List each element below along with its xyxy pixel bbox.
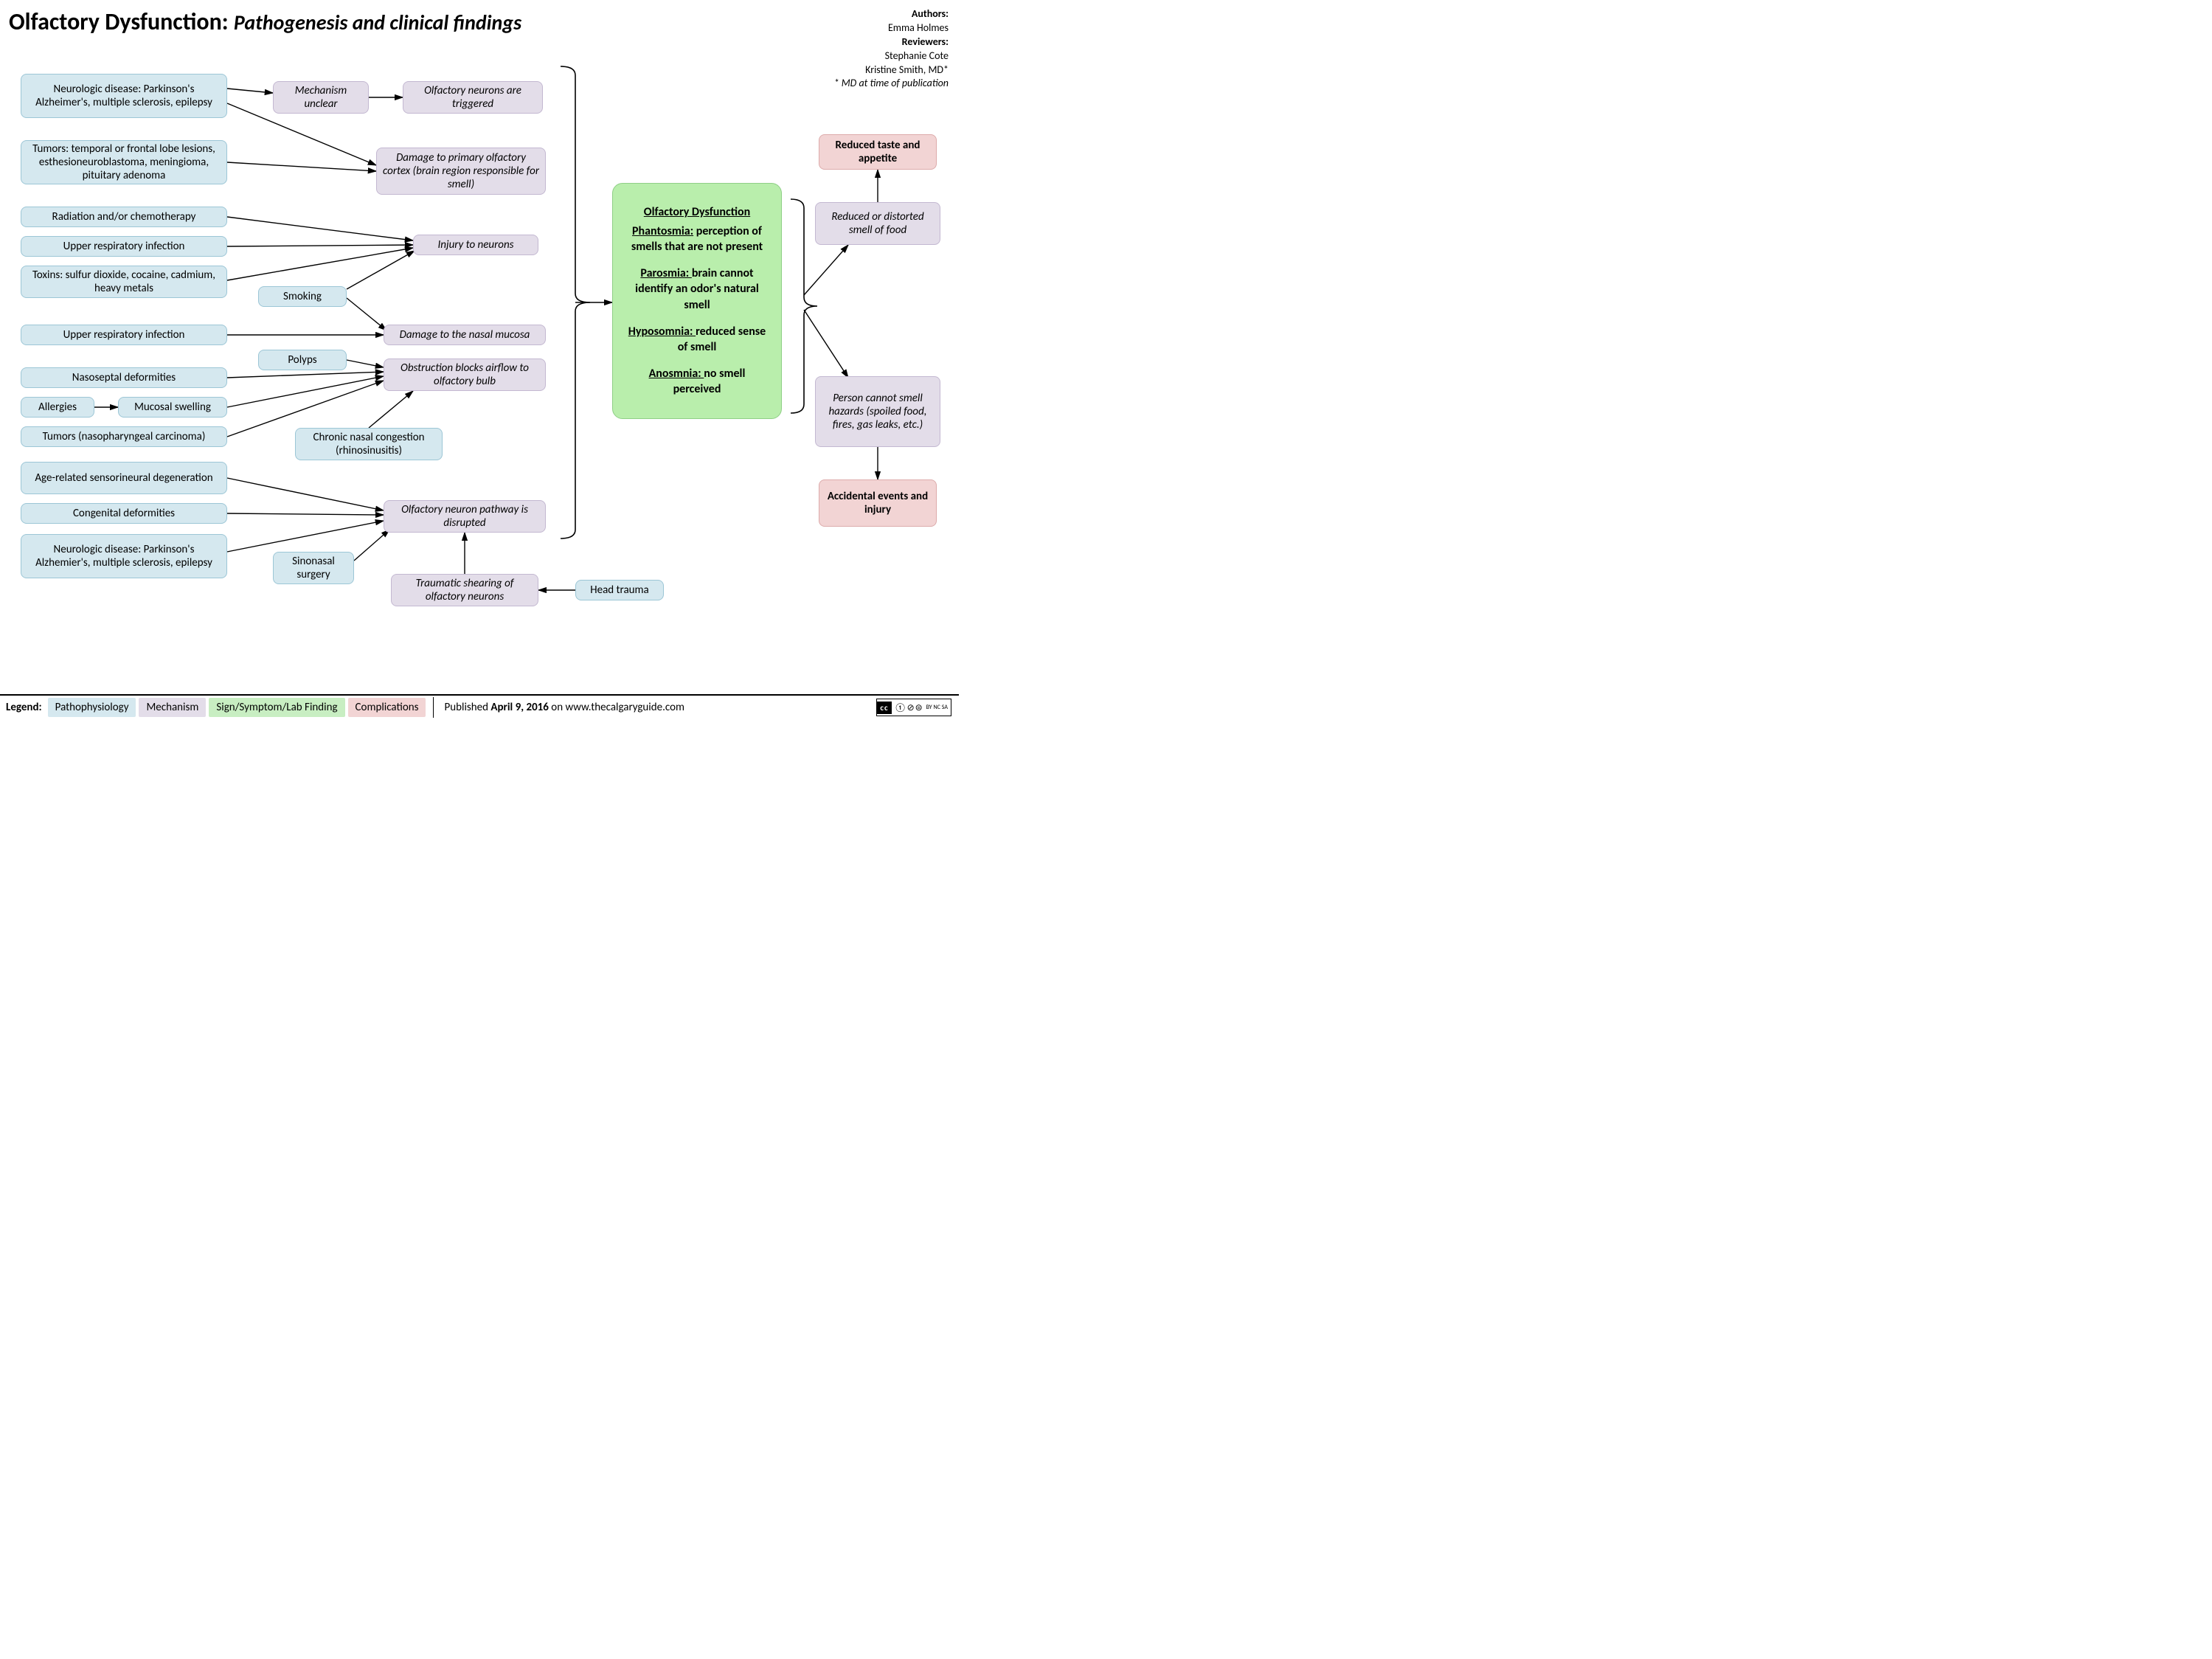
anosmia-label: Anosmnia: xyxy=(649,367,704,381)
edge-smoking-injneu xyxy=(347,251,415,289)
node-olfneu: Olfactory neurons are triggered xyxy=(403,81,543,114)
node-age: Age-related sensorineural degeneration xyxy=(21,462,227,494)
node-congen: Congenital deformities xyxy=(21,503,227,524)
edge-bracket-right-hazards xyxy=(804,310,848,378)
node-tumors1: Tumors: temporal or frontal lobe lesions… xyxy=(21,140,227,184)
node-headtr: Head trauma xyxy=(575,580,664,600)
reviewers-label: Reviewers: xyxy=(834,35,949,49)
edge-uri1-injneu xyxy=(227,245,413,246)
edge-mucswell-obstr xyxy=(227,376,384,407)
node-allerg: Allergies xyxy=(21,397,94,418)
credits-note: * MD at time of publication xyxy=(834,77,949,91)
title-main: Olfactory Dysfunction: xyxy=(9,7,234,36)
cc-by: BY NC SA xyxy=(926,704,951,711)
edge-smoking-dmgmucosa xyxy=(347,298,386,330)
legend-footer: Legend: Pathophysiology Mechanism Sign/S… xyxy=(0,694,959,719)
node-neuro2: Neurologic disease: Parkinson's Alzhemie… xyxy=(21,534,227,578)
node-redtaste: Reduced taste and appetite xyxy=(819,134,937,170)
legend-divider xyxy=(433,697,434,718)
cc-label: cc xyxy=(877,702,891,714)
node-mucswell: Mucosal swelling xyxy=(118,397,227,418)
edge-congen-disrupt xyxy=(227,513,384,515)
published-date: April 9, 2016 xyxy=(490,701,549,714)
node-disrupt: Olfactory neuron pathway is disrupted xyxy=(384,500,546,533)
cc-badge: cc ①⊘⊜ BY NC SA xyxy=(876,699,951,716)
legend-mech: Mechanism xyxy=(139,698,206,717)
edge-neuro2-disrupt xyxy=(227,521,384,552)
node-hazards: Person cannot smell hazards (spoiled foo… xyxy=(815,376,940,447)
published-line: Published April 9, 2016 on www.thecalgar… xyxy=(440,701,684,714)
od-title: Olfactory Dysfunction xyxy=(644,205,750,219)
edge-chronic-obstr xyxy=(369,391,413,428)
node-smoking: Smoking xyxy=(258,286,347,307)
node-injneu: Injury to neurons xyxy=(413,235,538,255)
title-sub: Pathogenesis and clinical findings xyxy=(234,10,521,35)
node-accident: Accidental events and injury xyxy=(819,479,937,527)
reviewer-0: Stephanie Cote xyxy=(834,49,949,63)
edge-sinsurg-disrupt xyxy=(354,530,389,561)
node-obstr: Obstruction blocks airflow to olfactory … xyxy=(384,359,546,391)
cc-icons: ①⊘⊜ xyxy=(892,702,926,713)
edge-nasosept-obstr xyxy=(227,372,384,378)
edge-polyps-obstr xyxy=(347,360,384,367)
node-nasosept: Nasoseptal deformities xyxy=(21,367,227,388)
edge-neuro1-mechun xyxy=(227,89,273,93)
credits-block: Authors: Emma Holmes Reviewers: Stephani… xyxy=(834,7,949,91)
node-uri1: Upper respiratory infection xyxy=(21,236,227,257)
node-polyps: Polyps xyxy=(258,350,347,370)
edge-bracket-right-redsmell xyxy=(804,245,848,295)
node-toxins: Toxins: sulfur dioxide, cocaine, cadmium… xyxy=(21,266,227,298)
node-uri2: Upper respiratory infection xyxy=(21,325,227,345)
node-tumors2: Tumors (nasopharyngeal carcinoma) xyxy=(21,426,227,447)
published-suffix: on www.thecalgaryguide.com xyxy=(551,701,684,714)
legend-patho: Pathophysiology xyxy=(48,698,136,717)
page-title: Olfactory Dysfunction: Pathogenesis and … xyxy=(9,7,521,36)
node-mechun: Mechanism unclear xyxy=(273,81,369,114)
node-redsmell: Reduced or distorted smell of food xyxy=(815,202,940,245)
legend-label: Legend: xyxy=(3,701,46,714)
node-shearing: Traumatic shearing of olfactory neurons xyxy=(391,574,538,606)
author-0: Emma Holmes xyxy=(834,21,949,35)
authors-label: Authors: xyxy=(834,7,949,21)
phantosmia-label: Phantosmia: xyxy=(632,224,693,238)
node-neuro1: Neurologic disease: Parkinson's Alzheime… xyxy=(21,74,227,118)
node-radche: Radiation and/or chemotherapy xyxy=(21,207,227,227)
edge-radche-injneu xyxy=(227,217,413,240)
node-sinsurg: Sinonasal surgery xyxy=(273,552,354,584)
edge-toxins-injneu xyxy=(227,248,413,280)
published-prefix: Published xyxy=(444,701,490,714)
reviewer-1: Kristine Smith, MD* xyxy=(834,63,949,77)
legend-sign: Sign/Symptom/Lab Finding xyxy=(209,698,344,717)
edge-tumors1-dmgcortex xyxy=(227,162,376,171)
hyposmia-label: Hyposomnia: xyxy=(628,325,696,339)
olfactory-dysfunction-types: Olfactory Dysfunction Phantosmia: percep… xyxy=(612,183,782,419)
edge-age-disrupt xyxy=(227,478,384,510)
node-dmgmucosa: Damage to the nasal mucosa xyxy=(384,325,546,345)
node-dmgcortex: Damage to primary olfactory cortex (brai… xyxy=(376,148,546,195)
legend-comp: Complications xyxy=(348,698,426,717)
parosmia-label: Parosmia: xyxy=(640,266,691,280)
node-chronic: Chronic nasal congestion (rhinosinusitis… xyxy=(295,428,443,460)
